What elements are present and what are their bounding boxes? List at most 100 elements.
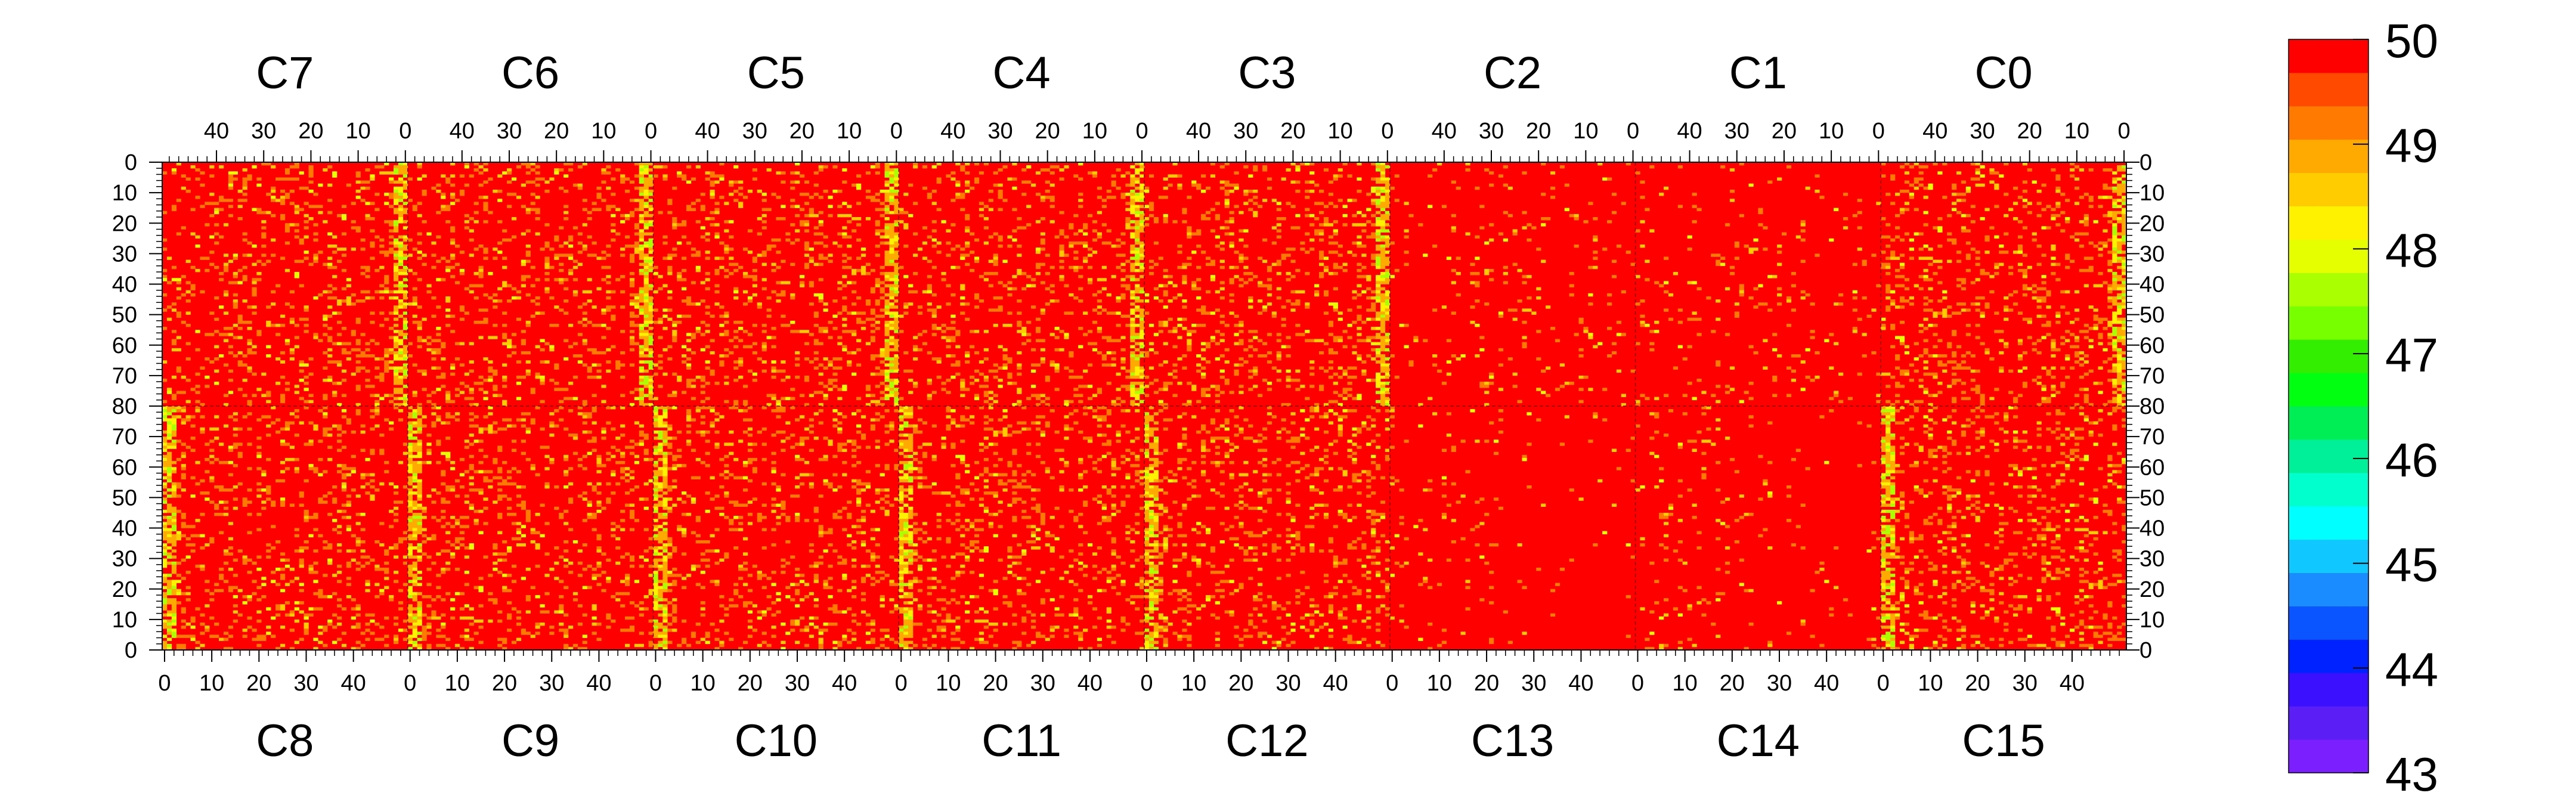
heatmap-cell — [889, 241, 894, 245]
heatmap-cell — [398, 193, 404, 196]
heatmap-cell — [445, 208, 451, 212]
heatmap-cell — [1484, 302, 1490, 306]
heatmap-cell — [252, 287, 257, 291]
heatmap-cell — [402, 180, 408, 184]
heatmap-cell — [1059, 244, 1064, 248]
heatmap-cell — [870, 308, 875, 312]
heatmap-cell — [535, 196, 540, 199]
heatmap-cell — [686, 363, 692, 367]
heatmap-cell — [889, 210, 894, 215]
heatmap-cell — [1120, 360, 1126, 364]
heatmap-cell — [1937, 229, 1943, 233]
heatmap-cell — [880, 265, 885, 270]
heatmap-cell — [1890, 327, 1896, 330]
heatmap-cell — [1073, 250, 1079, 254]
heatmap-cell — [289, 190, 295, 193]
heatmap-cell — [1899, 296, 1905, 300]
heatmap-cell — [1385, 217, 1391, 221]
heatmap-cell — [710, 193, 715, 196]
heatmap-cell — [813, 311, 819, 315]
heatmap-cell — [284, 302, 290, 306]
heatmap-cell — [233, 354, 238, 358]
heatmap-cell — [908, 284, 914, 287]
heatmap-cell — [228, 345, 234, 349]
heatmap-cell — [1975, 308, 1980, 312]
heatmap-cell — [1106, 363, 1111, 367]
heatmap-cell — [1961, 226, 1967, 230]
heatmap-cell — [1281, 256, 1286, 260]
heatmap-cell — [374, 165, 380, 169]
heatmap-cell — [686, 241, 692, 245]
heatmap-cell — [1989, 168, 1995, 172]
heatmap-cell — [1942, 314, 1948, 318]
heatmap-cell — [1262, 199, 1268, 202]
heatmap-cell — [497, 250, 503, 254]
heatmap-cell — [402, 320, 408, 324]
heatmap-cell — [1947, 314, 1952, 318]
heatmap-cell — [903, 305, 909, 309]
heatmap-cell — [483, 208, 488, 212]
heatmap-cell — [799, 275, 805, 278]
heatmap-cell — [1017, 363, 1022, 367]
heatmap-cell — [639, 213, 644, 218]
heatmap-cell — [682, 345, 687, 349]
heatmap-cell — [1097, 210, 1103, 215]
heatmap-cell — [790, 262, 795, 267]
heatmap-cell — [261, 210, 267, 215]
heatmap-cell — [483, 180, 488, 184]
heatmap-cell — [1961, 213, 1967, 218]
heatmap-cell — [1267, 293, 1272, 297]
heatmap-cell — [233, 293, 238, 297]
heatmap-cell — [497, 287, 503, 291]
heatmap-cell — [1436, 369, 1442, 373]
heatmap-cell — [1933, 272, 1938, 275]
heatmap-cell — [1163, 323, 1168, 327]
heatmap-cell — [1389, 186, 1395, 190]
heatmap-cell — [412, 205, 417, 208]
heatmap-cell — [889, 196, 894, 199]
heatmap-cell — [1347, 382, 1352, 385]
heatmap-cell — [1097, 391, 1103, 394]
heatmap-cell — [1201, 357, 1206, 361]
heatmap-cell — [502, 323, 507, 327]
heatmap-cell — [436, 210, 441, 215]
heatmap-cell — [1885, 265, 1891, 270]
heatmap-cell — [643, 336, 649, 339]
heatmap-cell — [1357, 235, 1362, 239]
heatmap-cell — [1049, 333, 1055, 336]
heatmap-cell — [1366, 354, 1371, 358]
heatmap-cell — [205, 385, 210, 388]
heatmap-cell — [643, 180, 649, 184]
heatmap-cell — [1475, 186, 1480, 190]
heatmap-cell — [804, 342, 810, 346]
heatmap-cell — [643, 268, 649, 273]
heatmap-cell — [1035, 397, 1041, 401]
heatmap-cell — [389, 177, 394, 181]
heatmap-cell — [360, 199, 366, 202]
heatmap-cell — [1791, 369, 1797, 373]
heatmap-cell — [572, 354, 578, 358]
heatmap-cell — [1371, 162, 1376, 166]
heatmap-cell — [402, 235, 408, 239]
heatmap-cell — [1664, 394, 1669, 397]
heatmap-cell — [795, 238, 800, 242]
heatmap-cell — [1791, 284, 1797, 287]
heatmap-cell — [1559, 165, 1565, 169]
heatmap-cell — [1716, 253, 1721, 257]
heatmap-cell — [620, 305, 626, 309]
heatmap-cell — [327, 210, 333, 215]
heatmap-cell — [1253, 385, 1258, 388]
heatmap-cell — [1716, 400, 1721, 404]
heatmap-cell — [1611, 342, 1617, 346]
heatmap-cell — [1286, 299, 1291, 303]
heatmap-cell — [1956, 278, 1962, 281]
heatmap-cell — [195, 244, 200, 248]
heatmap-cell — [1318, 351, 1324, 355]
heatmap-cell — [1984, 302, 1990, 306]
heatmap-cell — [705, 360, 710, 364]
heatmap-cell — [370, 385, 375, 388]
heatmap-cell — [639, 190, 644, 193]
heatmap-cell — [852, 351, 857, 355]
heatmap-cell — [724, 333, 729, 336]
heatmap-cell — [1947, 345, 1952, 349]
